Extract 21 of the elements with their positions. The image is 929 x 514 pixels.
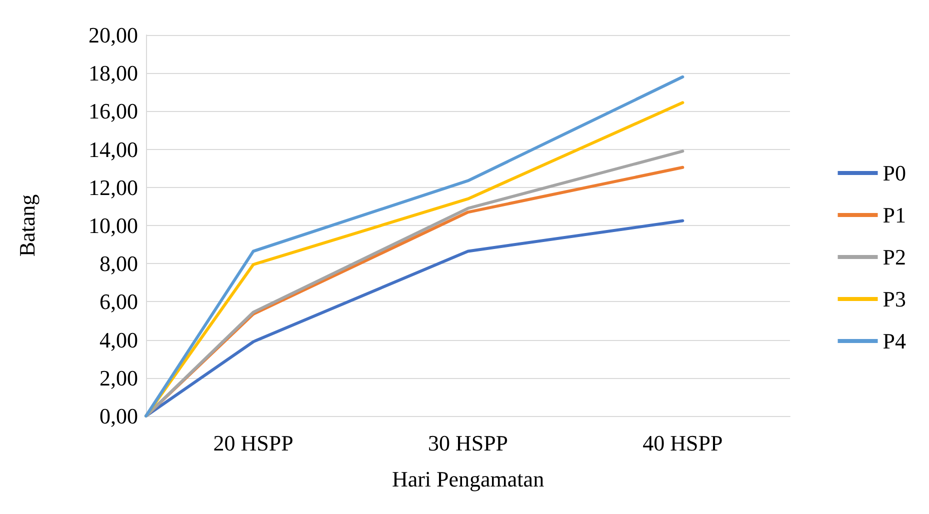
- x-tick-label: 40 HSPP: [642, 430, 723, 456]
- legend-label: P2: [882, 244, 906, 270]
- x-tick-label: 20 HSPP: [213, 430, 294, 456]
- y-tick-label: 6,00: [100, 289, 138, 314]
- x-tick-label: 30 HSPP: [428, 430, 508, 456]
- y-tick-label: 18,00: [88, 60, 138, 86]
- y-axis-title: Batang: [14, 194, 40, 257]
- y-tick-label: 2,00: [100, 365, 138, 390]
- legend-label: P1: [882, 202, 906, 228]
- y-tick-label: 20,00: [88, 22, 138, 48]
- y-tick-label: 8,00: [100, 251, 138, 276]
- y-tick-label: 0,00: [100, 404, 138, 428]
- legend-label: P3: [882, 286, 906, 312]
- y-tick-label: 12,00: [88, 174, 138, 200]
- legend-label: P0: [882, 160, 906, 186]
- legend-label: P4: [882, 328, 906, 354]
- y-tick-label: 10,00: [88, 213, 138, 238]
- y-tick-label: 4,00: [100, 327, 138, 352]
- x-axis-title: Hari Pengamatan: [392, 466, 544, 492]
- y-tick-label: 16,00: [88, 98, 138, 124]
- y-tick-label: 14,00: [88, 136, 138, 162]
